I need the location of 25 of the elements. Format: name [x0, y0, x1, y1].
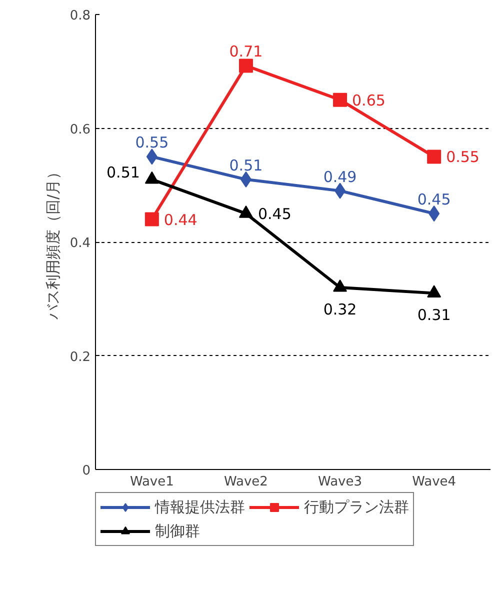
data-label: 0.45	[417, 190, 451, 209]
data-label: 0.65	[352, 91, 386, 110]
data-label: 0.55	[446, 148, 480, 166]
y-tick-label: 0.8	[70, 8, 91, 24]
data-label: 0.51	[229, 156, 263, 174]
x-tick-label: Wave1	[130, 474, 174, 490]
y-tick-label: 0	[82, 464, 91, 478]
x-tick-label: Wave2	[224, 474, 268, 490]
legend-label: 制御群	[155, 522, 200, 540]
legend-label: 行動プラン法群	[304, 498, 409, 516]
y-tick-label: 0.2	[70, 350, 91, 365]
legend-label: 情報提供法群	[155, 498, 245, 516]
data-label: 0.32	[323, 300, 357, 318]
y-tick-label: 0.6	[70, 122, 91, 138]
data-label: 0.55	[135, 134, 169, 152]
data-label: 0.49	[323, 168, 357, 186]
data-label: 0.51	[106, 163, 140, 182]
data-label: 0.44	[164, 210, 198, 229]
data-label: 0.45	[258, 205, 292, 224]
data-label: 0.31	[417, 306, 451, 324]
x-tick-label: Wave4	[412, 474, 456, 490]
y-tick-label: 0.4	[70, 236, 91, 251]
x-tick-label: Wave3	[318, 474, 362, 490]
y-axis-title: バス利用頻度（回/月）	[44, 164, 62, 321]
data-label: 0.71	[229, 42, 263, 61]
